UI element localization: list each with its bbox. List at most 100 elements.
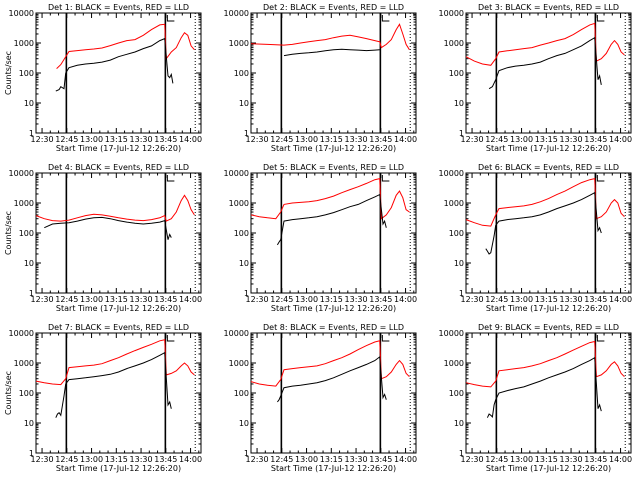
plot-frame — [465, 172, 632, 294]
legend-marker — [596, 175, 605, 182]
series-line-events — [276, 193, 387, 246]
y-tick-label: 1 — [459, 449, 464, 458]
y-tick-label: 1000 — [229, 39, 249, 48]
plot-title: Det 1: BLACK = Events, RED = LLD — [48, 3, 189, 12]
y-tick-label: 1000 — [14, 359, 34, 368]
y-tick-label: 1 — [244, 289, 249, 298]
x-axis-label: Start Time (17-Jul-12 12:26:20) — [486, 144, 611, 153]
x-axis-label: Start Time (17-Jul-12 12:26:20) — [271, 144, 396, 153]
y-tick-label: 100 — [19, 69, 34, 78]
legend-marker — [596, 15, 605, 22]
y-tick-label: 1 — [244, 129, 249, 138]
x-tick-label: 13:45 — [369, 295, 392, 304]
x-tick-label: 12:30 — [246, 135, 269, 144]
series-line-lld — [465, 177, 625, 227]
y-tick-label: 100 — [19, 229, 34, 238]
x-tick-label: 12:45 — [485, 295, 508, 304]
y-tick-label: 1000 — [444, 39, 464, 48]
x-tick-label: 13:30 — [345, 295, 368, 304]
x-tick-label: 12:30 — [31, 135, 54, 144]
x-tick-label: 12:45 — [270, 295, 293, 304]
x-tick-label: 13:15 — [320, 295, 343, 304]
plot-title: Det 9: BLACK = Events, RED = LLD — [478, 323, 619, 332]
y-tick-label: 100 — [449, 229, 464, 238]
x-tick-label: 14:00 — [609, 295, 632, 304]
x-tick-label: 12:30 — [246, 295, 269, 304]
plot-frame — [35, 332, 202, 454]
x-tick-label: 13:30 — [130, 295, 153, 304]
x-tick-label: 13:00 — [295, 135, 318, 144]
y-tick-label: 1000 — [444, 199, 464, 208]
x-tick-label: 13:15 — [535, 295, 558, 304]
x-tick-label: 12:45 — [270, 455, 293, 464]
y-tick-label: 10000 — [224, 9, 249, 18]
detector-plot-3: Det 3: BLACK = Events, RED = LLD 1 10 100 10… — [439, 3, 633, 153]
detector-plot-8: Det 8: BLACK = Events, RED = LLD 1 10 100 10… — [224, 323, 418, 473]
plot-frame — [465, 12, 632, 134]
x-tick-label: 14:00 — [179, 135, 202, 144]
x-axis-label: Start Time (17-Jul-12 12:26:20) — [56, 144, 181, 153]
plot-frame — [35, 172, 202, 294]
series-line-lld — [250, 340, 410, 387]
y-tick-label: 1 — [244, 449, 249, 458]
x-tick-label: 12:45 — [55, 135, 78, 144]
y-tick-label: 10 — [239, 259, 249, 268]
x-tick-label: 13:30 — [130, 455, 153, 464]
y-axis-label: Counts/sec — [4, 211, 13, 255]
plot-title: Det 7: BLACK = Events, RED = LLD — [48, 323, 189, 332]
y-tick-label: 100 — [234, 69, 249, 78]
legend-marker — [381, 175, 390, 182]
y-tick-label: 10 — [239, 99, 249, 108]
y-tick-label: 1000 — [229, 199, 249, 208]
x-tick-label: 14:00 — [394, 295, 417, 304]
y-tick-label: 10000 — [9, 329, 34, 338]
x-tick-label: 12:30 — [246, 455, 269, 464]
x-tick-label: 12:45 — [485, 455, 508, 464]
y-axis-label: Counts/sec — [4, 371, 13, 415]
series-line-events — [276, 355, 387, 403]
detector-plot-7: Det 7: BLACK = Events, RED = LLD 1 10 100 10… — [4, 323, 202, 473]
y-tick-label: 100 — [449, 389, 464, 398]
x-tick-label: 12:30 — [461, 135, 484, 144]
y-tick-label: 10000 — [439, 9, 464, 18]
y-tick-label: 10000 — [9, 169, 34, 178]
detector-plot-4: Det 4: BLACK = Events, RED = LLD 1 10 100 10… — [4, 163, 202, 313]
x-tick-label: 13:45 — [584, 135, 607, 144]
y-tick-label: 1 — [459, 129, 464, 138]
y-tick-label: 10 — [24, 419, 34, 428]
x-tick-label: 13:30 — [560, 455, 583, 464]
plot-frame — [35, 12, 202, 134]
detector-plot-2: Det 2: BLACK = Events, RED = LLD 1 10 100 10… — [224, 3, 418, 153]
x-tick-label: 14:00 — [179, 295, 202, 304]
x-tick-label: 13:15 — [535, 455, 558, 464]
y-tick-label: 10 — [24, 99, 34, 108]
x-tick-label: 13:00 — [510, 295, 533, 304]
x-tick-label: 13:45 — [154, 295, 177, 304]
series-line-events — [55, 351, 172, 418]
plot-frame — [250, 332, 417, 454]
x-axis-label: Start Time (17-Jul-12 12:26:20) — [56, 304, 181, 313]
detector-plot-9: Det 9: BLACK = Events, RED = LLD 1 10 100 10… — [439, 323, 633, 473]
plot-frame — [465, 332, 632, 454]
series-line-events — [485, 191, 602, 255]
plot-title: Det 3: BLACK = Events, RED = LLD — [478, 3, 619, 12]
x-tick-label: 14:00 — [609, 135, 632, 144]
y-tick-label: 1 — [29, 129, 34, 138]
legend-marker — [596, 335, 605, 342]
x-axis-label: Start Time (17-Jul-12 12:26:20) — [56, 464, 181, 473]
x-tick-label: 13:15 — [105, 455, 128, 464]
detector-plot-1: Det 1: BLACK = Events, RED = LLD 1 10 100 10… — [4, 3, 202, 153]
x-axis-label: Start Time (17-Jul-12 12:26:20) — [271, 464, 396, 473]
plot-title: Det 6: BLACK = Events, RED = LLD — [478, 163, 619, 172]
y-tick-label: 1000 — [14, 39, 34, 48]
plot-frame — [250, 12, 417, 134]
y-tick-label: 10000 — [9, 9, 34, 18]
x-tick-label: 14:00 — [179, 455, 202, 464]
x-axis-label: Start Time (17-Jul-12 12:26:20) — [486, 464, 611, 473]
plot-title: Det 8: BLACK = Events, RED = LLD — [263, 323, 404, 332]
x-tick-label: 13:15 — [105, 135, 128, 144]
x-tick-label: 13:15 — [320, 135, 343, 144]
detector-plot-6: Det 6: BLACK = Events, RED = LLD 1 10 100 10… — [439, 163, 633, 313]
x-tick-label: 13:00 — [80, 135, 103, 144]
legend-marker — [166, 15, 175, 22]
